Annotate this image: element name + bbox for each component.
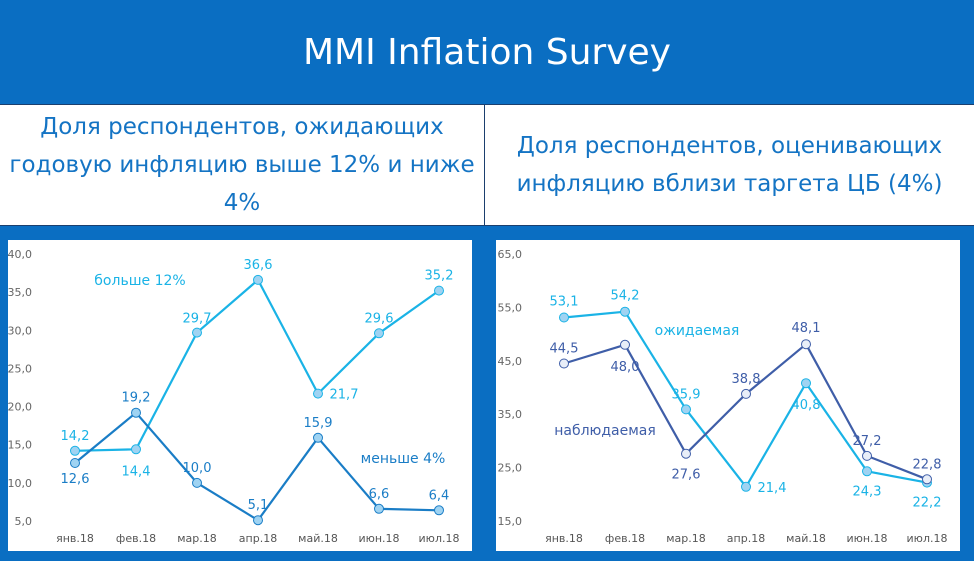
y-tick-label: 35,0	[8, 286, 32, 299]
y-tick-label: 20,0	[8, 401, 32, 414]
data-point	[131, 407, 141, 418]
right-chart-panel: 65,0 55,0 45,0 35,0 25,0 15,0 янв.18 фев.18 мар.…	[496, 240, 960, 551]
y-tick-label: 30,0	[8, 324, 32, 337]
x-tick-label: апр.18	[239, 532, 277, 545]
series-name-label: ожидаемая	[655, 323, 740, 339]
data-point	[253, 274, 263, 285]
data-label: 40,8	[792, 398, 821, 413]
data-label: 22,8	[913, 457, 942, 472]
data-point	[801, 378, 811, 389]
data-point	[434, 505, 444, 516]
data-point	[741, 388, 751, 399]
series-line-1	[74, 278, 440, 452]
data-point	[70, 445, 80, 456]
data-point	[559, 358, 569, 369]
right-chart-header: Доля респондентов, оценивающих инфляцию …	[485, 104, 974, 226]
data-label: 6,4	[429, 488, 450, 503]
x-tick-label: фев.18	[605, 532, 645, 545]
x-tick-label: янв.18	[545, 532, 583, 545]
data-label: 44,5	[550, 341, 579, 356]
x-tick-label: май.18	[786, 532, 826, 545]
data-label: 14,2	[61, 429, 90, 444]
data-label: 27,6	[672, 468, 701, 483]
data-label: 6,6	[369, 487, 390, 502]
data-label: 48,1	[792, 321, 821, 336]
x-tick-label: июн.18	[846, 532, 887, 545]
x-tick-label: июл.18	[907, 532, 948, 545]
y-tick-label: 5,0	[15, 515, 33, 528]
data-label: 38,8	[732, 372, 761, 387]
data-point	[922, 474, 932, 485]
x-tick-label: янв.18	[56, 532, 94, 545]
data-label: 14,4	[122, 464, 151, 479]
x-tick-label: июн.18	[358, 532, 399, 545]
left-chart-panel: 40,0 35,0 30,0 25,0 20,0 15,0 10,0 5,0 янв.18 фев…	[8, 240, 472, 551]
y-tick-label: 40,0	[8, 248, 32, 261]
data-label: 21,7	[330, 388, 359, 403]
x-tick-label: июл.18	[419, 532, 460, 545]
x-tick-label: май.18	[298, 532, 338, 545]
left-chart-header: Доля респондентов, ожидающих годовую инф…	[0, 104, 485, 226]
series-name-label: больше 12%	[94, 273, 185, 289]
data-label: 12,6	[61, 472, 90, 487]
y-tick-label: 25,0	[498, 462, 523, 475]
data-point	[253, 515, 263, 526]
data-point	[131, 444, 141, 455]
data-point	[741, 481, 751, 492]
data-label: 35,9	[672, 387, 701, 402]
data-point	[374, 503, 384, 514]
data-point	[313, 388, 323, 399]
data-label: 29,7	[183, 312, 212, 327]
data-point	[862, 466, 872, 477]
series-line-1	[563, 310, 928, 488]
data-label: 35,2	[425, 269, 454, 284]
y-tick-label: 15,0	[8, 439, 32, 452]
page-title: MMI Inflation Survey	[0, 0, 974, 104]
data-point	[374, 328, 384, 339]
data-label: 10,0	[183, 461, 212, 476]
data-label: 54,2	[611, 289, 640, 304]
data-point	[620, 306, 630, 317]
data-point	[192, 477, 202, 488]
data-label: 24,3	[853, 484, 882, 499]
y-tick-label: 65,0	[498, 248, 523, 261]
y-tick-label: 35,0	[498, 408, 523, 421]
x-tick-label: мар.18	[666, 532, 706, 545]
x-tick-label: мар.18	[177, 532, 217, 545]
data-label: 36,6	[244, 258, 273, 273]
x-tick-label: фев.18	[116, 532, 156, 545]
data-point	[434, 285, 444, 296]
data-point	[681, 404, 691, 415]
y-tick-label: 25,0	[8, 362, 32, 375]
data-label: 22,2	[913, 496, 942, 511]
data-label: 21,4	[758, 481, 787, 496]
series-name-label: наблюдаемая	[554, 423, 656, 439]
data-point	[681, 448, 691, 459]
data-point	[192, 327, 202, 338]
data-point	[559, 312, 569, 323]
data-point	[801, 339, 811, 350]
data-label: 48,0	[611, 360, 640, 375]
y-tick-label: 15,0	[498, 515, 523, 528]
data-point	[620, 339, 630, 350]
y-tick-label: 55,0	[498, 301, 523, 314]
left-chart: 40,0 35,0 30,0 25,0 20,0 15,0 10,0 5,0 янв.18 фев…	[8, 248, 460, 545]
data-label: 29,6	[365, 311, 394, 326]
data-label: 19,2	[122, 391, 151, 406]
data-label: 27,2	[853, 434, 882, 449]
data-label: 15,9	[304, 416, 333, 431]
data-point	[313, 432, 323, 443]
y-tick-label: 45,0	[498, 355, 523, 368]
right-chart: 65,0 55,0 45,0 35,0 25,0 15,0 янв.18 фев.18 мар.…	[498, 248, 948, 545]
data-label: 5,1	[248, 498, 269, 513]
x-tick-label: апр.18	[727, 532, 765, 545]
data-label: 53,1	[550, 295, 579, 310]
series-name-label: меньше 4%	[361, 451, 446, 467]
data-point	[70, 458, 80, 468]
data-point	[862, 450, 872, 461]
y-tick-label: 10,0	[8, 477, 32, 490]
